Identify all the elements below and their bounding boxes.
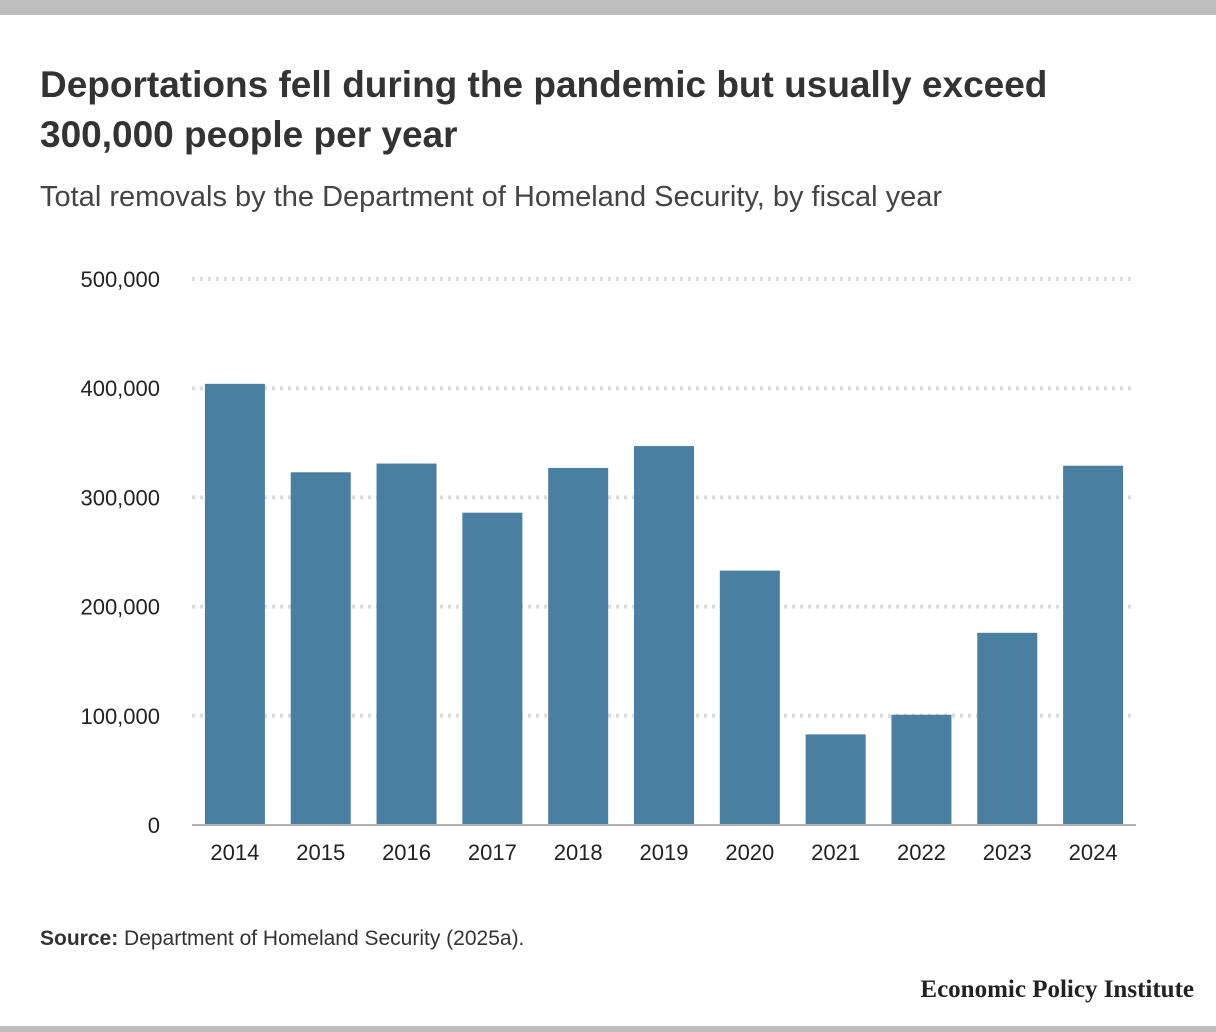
- x-tick-label: 2019: [640, 840, 689, 865]
- chart-subtitle: Total removals by the Department of Home…: [40, 181, 943, 213]
- bar-2021: [805, 734, 866, 825]
- y-tick-label: 500,000: [80, 267, 160, 292]
- y-tick-label: 100,000: [80, 704, 160, 729]
- bar-2015: [290, 472, 351, 825]
- top-border: [0, 0, 1216, 15]
- x-tick-label: 2015: [296, 840, 345, 865]
- brand-logo-text: Economic Policy Institute: [920, 976, 1194, 1003]
- source-label: Source:: [40, 927, 119, 950]
- bar-2020: [719, 570, 780, 825]
- bar-2016: [376, 463, 437, 825]
- x-tick-label: 2024: [1069, 840, 1118, 865]
- bottom-border: [0, 1026, 1216, 1032]
- source-text: Department of Homeland Security (2025a).: [124, 927, 525, 950]
- bar-2018: [548, 467, 609, 825]
- x-tick-label: 2014: [210, 840, 259, 865]
- source-note: Source: Department of Homeland Security …: [40, 927, 524, 951]
- x-tick-label: 2021: [811, 840, 860, 865]
- chart-title: Deportations fell during the pandemic bu…: [40, 64, 1048, 155]
- y-tick-label: 0: [148, 813, 160, 838]
- x-tick-label: 2017: [468, 840, 517, 865]
- bar-chart: 0 100,000 200,000 300,000 400,000 500,000 2014…: [80, 267, 1136, 865]
- y-tick-label: 200,000: [80, 595, 160, 620]
- bar-2017: [462, 512, 523, 825]
- x-tick-label: 2023: [983, 840, 1032, 865]
- bar-2022: [891, 714, 952, 825]
- y-tick-label: 300,000: [80, 485, 160, 510]
- bar-2014: [204, 383, 265, 825]
- bar-2019: [634, 446, 694, 825]
- x-tick-label: 2018: [554, 840, 603, 865]
- y-tick-label: 400,000: [80, 376, 160, 401]
- x-tick-label: 2022: [897, 840, 946, 865]
- x-tick-label: 2016: [382, 840, 431, 865]
- bar-2024: [1063, 465, 1124, 825]
- bar-2023: [977, 632, 1038, 825]
- x-tick-label: 2020: [725, 840, 774, 865]
